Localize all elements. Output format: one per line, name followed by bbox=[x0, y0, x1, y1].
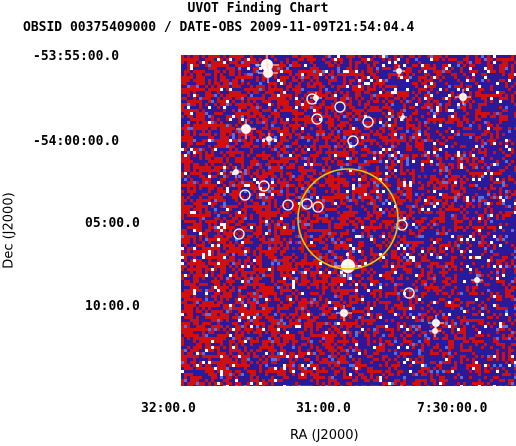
source-marker-2 bbox=[311, 113, 323, 125]
source-marker-5 bbox=[258, 180, 270, 192]
source-marker-9 bbox=[312, 201, 324, 213]
source-marker-7 bbox=[282, 199, 294, 211]
chart-subtitle: OBSID 00375409000 / DATE-OBS 2009-11-09T… bbox=[23, 20, 415, 35]
source-marker-3 bbox=[362, 116, 374, 128]
noise-pattern bbox=[181, 55, 516, 386]
source-marker-1 bbox=[334, 101, 346, 113]
dec-tick-2: -54:00:00.0 bbox=[33, 134, 120, 149]
error-circle bbox=[297, 168, 399, 270]
source-marker-4 bbox=[347, 135, 359, 147]
sky-image-canvas bbox=[181, 55, 516, 386]
dec-tick-1: -53:55:00.0 bbox=[33, 49, 120, 64]
source-marker-8 bbox=[301, 198, 313, 210]
source-marker-6 bbox=[239, 189, 251, 201]
sky-image bbox=[181, 55, 516, 386]
ra-tick-3: 7:30:00.0 bbox=[417, 401, 488, 416]
dec-axis-label: Dec (J2000) bbox=[1, 192, 17, 269]
ra-tick-2: 31:00.0 bbox=[296, 401, 351, 416]
ra-axis-label: RA (J2000) bbox=[290, 428, 359, 443]
dec-tick-4: 10:00.0 bbox=[85, 299, 140, 314]
source-marker-0 bbox=[306, 93, 318, 105]
source-marker-10 bbox=[233, 228, 245, 240]
ra-tick-1: 32:00.0 bbox=[141, 401, 196, 416]
dec-tick-3: 05:00.0 bbox=[85, 216, 140, 231]
chart-title: UVOT Finding Chart bbox=[187, 1, 329, 16]
source-marker-12 bbox=[403, 287, 415, 299]
